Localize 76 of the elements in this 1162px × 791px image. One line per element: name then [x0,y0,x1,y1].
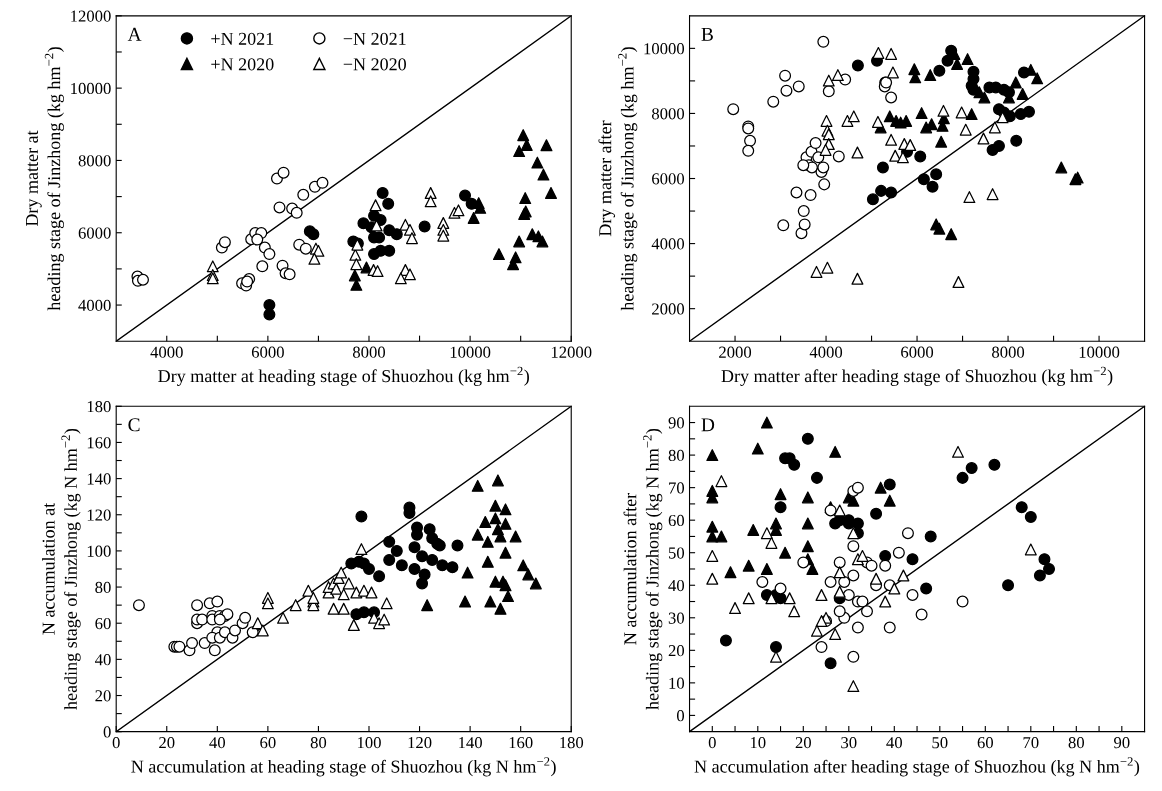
y-tick-label: 100 [87,545,111,557]
x-tick-label: 8000 [992,346,1025,358]
annotation: A [127,27,142,41]
x-tick-label: 40 [209,737,226,749]
y-axis-title: N accumulation after heading stage of Jinzhong (kg N hm$^{−2}$) [623,428,663,710]
x-tick-label: 90 [1114,737,1130,749]
y-axis-title: N accumulation at heading stage of Jinzhong (kg N hm$^{−2}$) [42,428,81,710]
x-tick-label: 30 [841,737,857,749]
x-tick-label: 2000 [719,346,752,358]
y-tick-label: 6000 [78,227,111,239]
y-tick-label: 12000 [71,10,111,22]
x-tick-label: 180 [560,737,584,749]
y-tick-label: 10 [669,677,685,689]
legend-label: +N 2021 [211,32,274,45]
x-tick-label: 160 [509,737,533,749]
annotation: D [701,418,715,432]
y-axis-title: Dry matter at heading stage of Jinzhong (kg hm$^{−2}$) [26,47,64,311]
y-tick-label: 140 [87,473,111,485]
x-tick-label: 0 [708,737,716,749]
y-tick-label: 0 [676,710,685,722]
y-tick-label: 0 [103,726,111,738]
y-tick-label: 4000 [78,299,111,311]
y-tick-label: 10000 [71,82,111,95]
x-tick-label: 120 [408,737,432,749]
x-tick-label: 70 [1023,737,1039,749]
y-tick-label: 60 [95,617,111,630]
x-axis-title: N accumulation after heading stage of Shuozhou (kg N hm$^{−2}$) [694,757,1140,777]
y-tick-label: 30 [668,612,685,624]
x-tick-label: 80 [310,737,327,749]
x-tick-label: 140 [459,737,482,749]
x-tick-label: 50 [932,737,948,749]
x-tick-label: 20 [159,737,175,749]
annotation: B [701,27,713,41]
y-tick-label: 160 [87,437,111,449]
y-tick-label: 20 [668,645,685,657]
x-tick-label: 100 [357,737,381,749]
x-tick-label: 0 [112,737,120,749]
legend-label: +N 2020 [211,58,274,71]
y-tick-label: 8000 [78,155,111,167]
x-tick-label: 60 [977,737,994,749]
x-tick-label: 80 [1068,737,1085,749]
x-tick-label: 6000 [251,346,284,358]
x-tick-label: 4000 [150,346,183,358]
y-axis-title: Dry matter after heading stage of Jinzhong (kg hm$^{−2}$) [598,47,638,311]
annotation: C [128,418,140,432]
y-tick-label: 4000 [651,238,685,250]
x-tick-label: 6000 [901,346,934,358]
y-tick-label: 90 [668,417,685,429]
y-tick-label: 40 [668,579,685,592]
y-tick-label: 10000 [644,43,685,55]
x-tick-label: 10 [750,737,766,749]
y-tick-label: 60 [668,514,685,527]
y-tick-label: 8000 [651,108,685,120]
y-tick-label: 40 [95,654,111,666]
y-tick-label: 6000 [652,173,685,185]
x-tick-label: 60 [260,737,276,749]
legend-label: −N 2020 [343,58,406,71]
x-axis-title: N accumulation at heading stage of Shuozhou (kg N hm$^{−2}$) [131,757,556,777]
legend-label: −N 2021 [343,32,406,45]
y-tick-label: 2000 [652,303,685,315]
y-tick-label: 50 [668,547,685,559]
y-tick-label: 80 [95,581,111,593]
x-tick-label: 8000 [352,346,386,358]
x-tick-label: 40 [886,737,902,749]
x-tick-label: 10000 [1079,346,1120,358]
x-tick-label: 20 [795,737,811,749]
y-tick-label: 20 [95,690,111,702]
x-tick-label: 10000 [450,346,491,358]
x-tick-label: 4000 [809,346,843,358]
y-tick-label: 70 [669,482,685,494]
y-tick-label: 120 [87,509,111,521]
y-tick-label: 180 [87,400,111,413]
x-tick-label: 12000 [551,346,592,358]
x-axis-title: Dry matter at heading stage of Shuozhou (kg hm$^{−2}$) [158,366,529,386]
x-axis-title: Dry matter after heading stage of Shuozhou (kg hm$^{−2}$) [721,366,1113,386]
y-tick-label: 80 [668,449,685,462]
